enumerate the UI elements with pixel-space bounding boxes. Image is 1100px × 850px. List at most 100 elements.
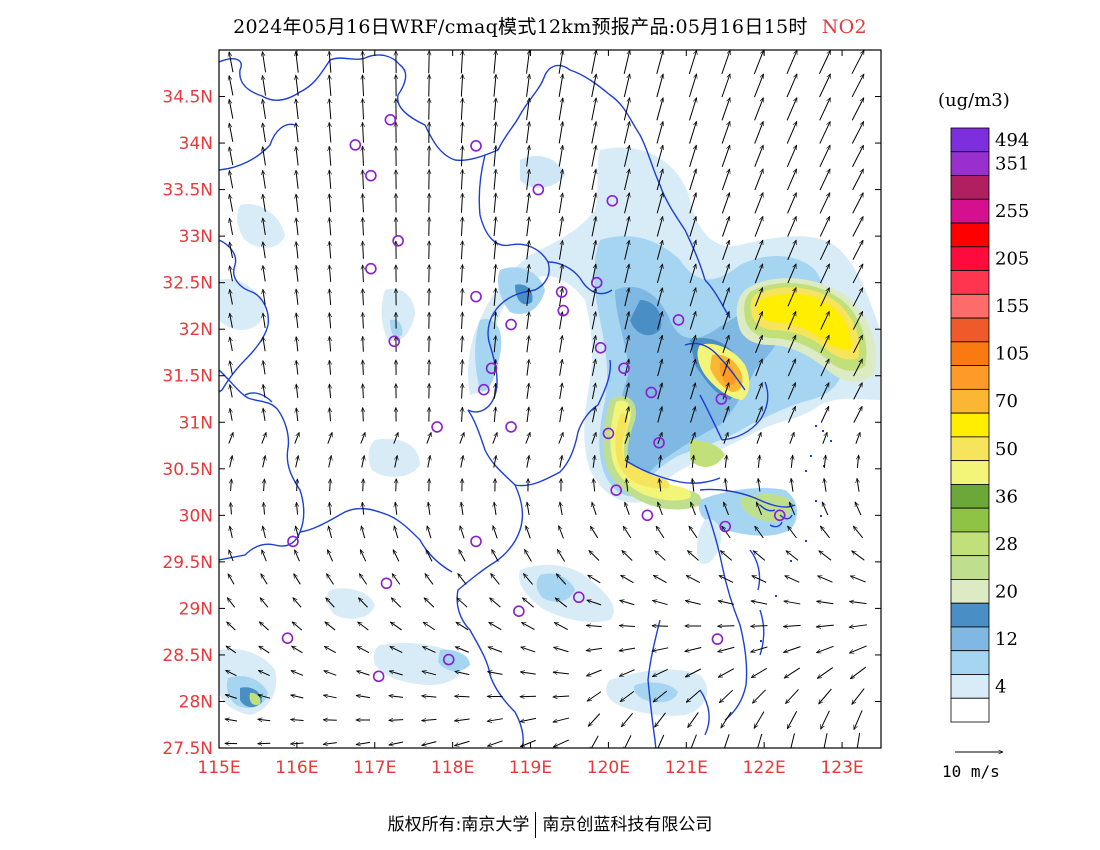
wind-arrow	[494, 407, 495, 422]
wind-arrow	[656, 145, 663, 167]
legend-label: 494	[995, 130, 1029, 151]
wind-arrow	[527, 288, 529, 306]
wind-arrow	[422, 671, 437, 676]
wind-arrow	[558, 50, 563, 74]
wind-arrow	[261, 550, 267, 562]
title-pollutant: NO2	[821, 16, 867, 38]
wind-arrow	[787, 216, 797, 237]
wind-arrow	[822, 432, 827, 444]
wind-arrow	[263, 123, 266, 143]
wind-arrow	[786, 710, 798, 729]
wind-arrow	[755, 406, 762, 423]
wind-arrow	[756, 502, 763, 516]
wind-arrow	[791, 478, 793, 492]
wind-arrow	[294, 432, 299, 444]
lat-label: 34N	[179, 134, 213, 154]
station-marker	[773, 509, 786, 522]
station-marker	[610, 484, 623, 497]
legend-swatch	[950, 602, 990, 628]
wind-arrow	[526, 264, 529, 283]
wind-arrow	[263, 218, 266, 236]
wind-arrow	[462, 407, 463, 422]
wind-arrow	[296, 265, 298, 282]
wind-arrow	[685, 647, 702, 652]
wind-arrow	[363, 289, 364, 306]
wind-arrow	[689, 98, 696, 121]
wind-arrow	[851, 98, 865, 121]
wind-arrow	[363, 217, 364, 236]
wind-arrow	[494, 169, 496, 190]
wind-arrow	[656, 193, 663, 214]
station-marker	[653, 436, 665, 449]
station-marker	[557, 304, 570, 317]
wind-arrow	[824, 478, 826, 492]
legend-swatch	[950, 483, 990, 509]
wind-arrow	[754, 288, 762, 307]
wind-arrow	[329, 170, 331, 189]
no2-patch-low	[520, 155, 565, 188]
wind-arrow	[852, 688, 865, 705]
wind-arrow	[656, 98, 663, 121]
wind-arrow	[225, 695, 237, 699]
wind-arrow	[755, 335, 763, 354]
wind-arrow	[593, 455, 595, 468]
legend-swatch	[950, 127, 990, 153]
wind-arrow	[225, 719, 238, 721]
wind-arrow	[527, 359, 529, 376]
wind-arrow	[356, 742, 371, 744]
lat-label: 28.5N	[162, 646, 213, 666]
wind-arrow	[494, 288, 496, 306]
legend-label: 155	[995, 296, 1029, 317]
wind-arrow	[852, 551, 865, 561]
wind-arrow	[818, 575, 833, 583]
wind-arrow	[591, 312, 596, 330]
wind-arrow	[816, 625, 834, 627]
wind-arrow	[460, 526, 465, 539]
wind-arrow	[786, 551, 799, 561]
wind-arrow	[685, 668, 701, 678]
wind-arrow	[752, 689, 766, 703]
wind-arrow	[721, 50, 730, 75]
lat-label: 30N	[179, 506, 213, 526]
wind-arrow	[329, 218, 330, 236]
wind-arrow	[263, 266, 266, 282]
wind-arrow	[625, 502, 630, 516]
wind-arrow	[588, 713, 601, 727]
wind-arrow	[590, 735, 599, 748]
wind-arrow	[559, 383, 563, 400]
wind-arrow	[329, 336, 330, 352]
wind-arrow	[461, 265, 462, 283]
wind-arrow	[817, 601, 834, 605]
wind-arrow	[790, 733, 795, 748]
wind-arrow	[591, 383, 595, 400]
wind-arrow	[291, 695, 304, 699]
wind-arrow	[754, 169, 763, 191]
wind-arrow	[558, 169, 562, 190]
wind-arrow	[656, 240, 662, 260]
wind-arrow	[784, 601, 801, 605]
wind-arrow	[620, 600, 635, 606]
wind-arrow	[787, 359, 797, 377]
wind-arrow	[462, 312, 463, 329]
wind-arrow	[461, 502, 463, 515]
wind-arrow	[690, 407, 696, 423]
wind-arrow	[624, 288, 629, 307]
wind-arrow	[293, 598, 302, 608]
wind-arrow	[263, 194, 266, 212]
wind-arrow	[489, 621, 502, 631]
wind-arrow	[624, 432, 629, 444]
wind-arrow	[689, 526, 698, 539]
wind-arrow	[752, 575, 767, 583]
station-marker	[672, 314, 685, 326]
color-legend: 494 351 255 205 155 105 70 50 36 28 20 12 4	[950, 127, 1029, 723]
wind-arrow	[658, 502, 663, 516]
wind-arrow	[849, 624, 867, 627]
wind-arrow	[427, 526, 432, 539]
wind-arrow	[690, 432, 695, 444]
wind-arrow	[357, 671, 370, 676]
wind-arrow	[527, 502, 529, 516]
wind-arrow	[820, 526, 830, 539]
legend-label: 105	[995, 344, 1029, 365]
footer-company: 南京创蓝科技有限公司	[542, 815, 713, 835]
